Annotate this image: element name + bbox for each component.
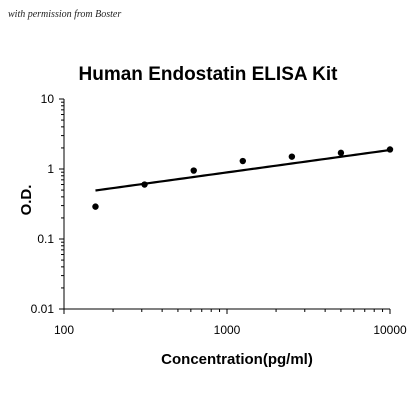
ticks: 0.01 0.1 1 10 100 1000 10000: [31, 92, 407, 337]
x-axis-label: Concentration(pg/ml): [161, 351, 313, 368]
y-tick-label: 1: [47, 162, 54, 176]
x-tick-label: 10000: [373, 323, 407, 337]
watermark-text: with permission from Boster: [8, 9, 122, 20]
x-tick-label: 100: [54, 323, 74, 337]
chart-title: Human Endostatin ELISA Kit: [79, 64, 339, 85]
data-point: [337, 149, 345, 157]
data-point: [288, 153, 296, 160]
data-point: [386, 146, 394, 153]
y-axis-label: O.D.: [18, 185, 35, 216]
x-tick-label: 1000: [214, 323, 241, 337]
y-tick-label: 0.1: [37, 232, 54, 246]
data-point: [190, 167, 197, 174]
fit-curve: [95, 148, 391, 192]
data-point: [92, 203, 99, 210]
data-point: [141, 181, 148, 188]
data-points: [92, 146, 394, 210]
y-tick-label: 0.01: [31, 302, 55, 316]
axes: [63, 99, 390, 310]
data-point: [239, 157, 246, 165]
y-tick-label: 10: [41, 92, 55, 106]
